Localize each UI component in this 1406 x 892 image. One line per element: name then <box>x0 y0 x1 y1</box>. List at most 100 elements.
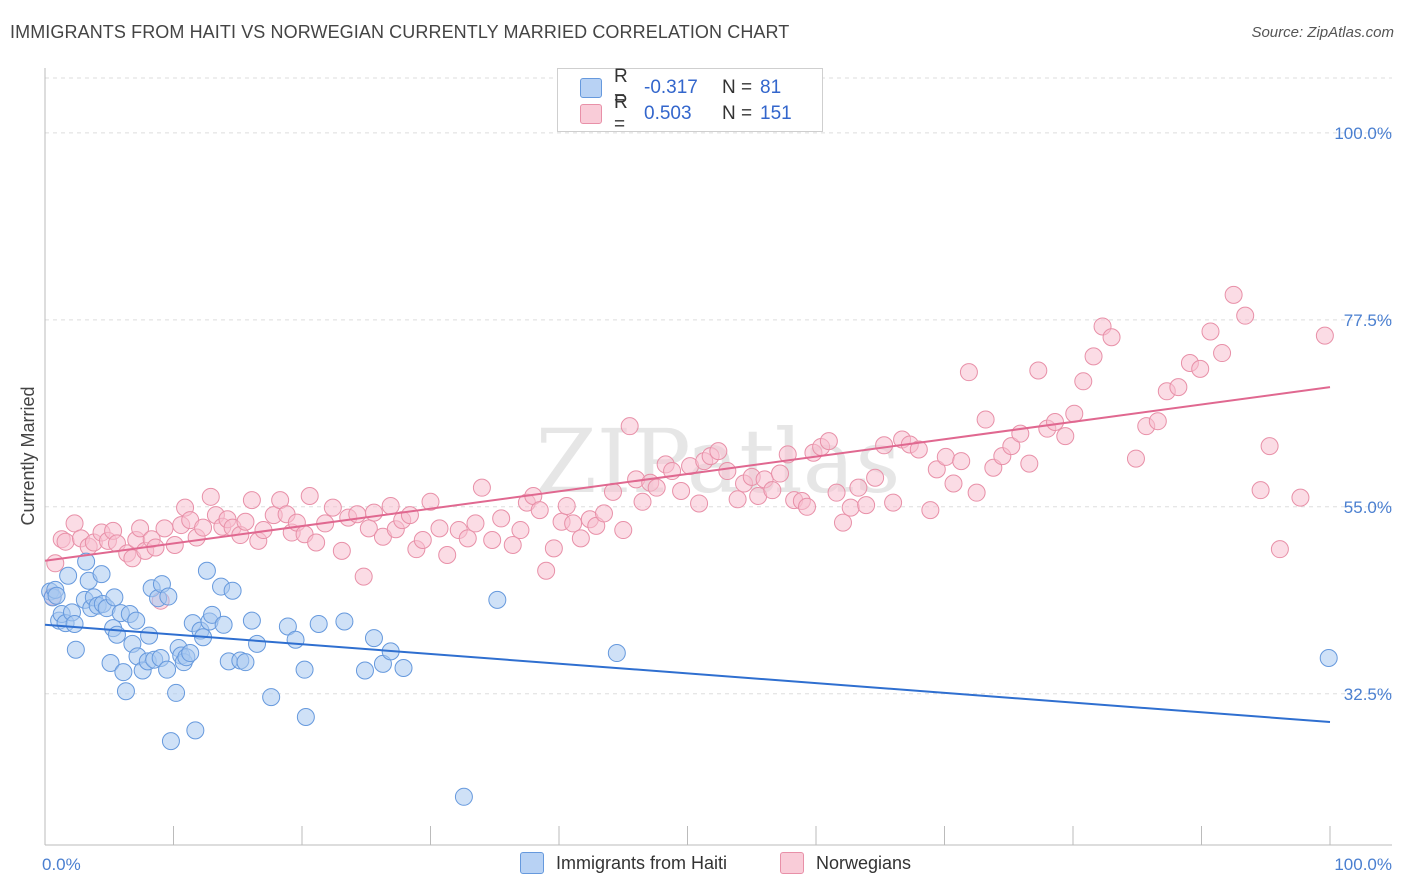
y-tick-label: 32.5% <box>1344 685 1392 704</box>
chart-title: IMMIGRANTS FROM HAITI VS NORWEGIAN CURRE… <box>10 22 790 42</box>
haiti-point <box>454 787 473 806</box>
norwegians-point <box>647 478 666 497</box>
legend-n-label: N = <box>722 103 753 124</box>
norwegians-point <box>300 486 319 505</box>
stats-legend: R = -0.317 N = 81 R = 0.503 N = 151 <box>557 66 823 135</box>
norwegians-point <box>354 567 373 586</box>
norwegians-points <box>43 285 1334 610</box>
haiti-point <box>607 644 626 663</box>
legend-r-label: R = <box>614 92 628 135</box>
legend-swatch-norwegians <box>580 104 602 124</box>
norwegians-point <box>827 483 846 502</box>
norwegians-point <box>1169 378 1188 397</box>
haiti-point <box>47 586 66 605</box>
haiti-point <box>278 617 297 636</box>
norwegians-point <box>236 512 255 531</box>
norwegians-point <box>381 496 400 515</box>
norwegians-point <box>1126 449 1145 468</box>
haiti-point <box>295 660 314 679</box>
x-tick-label: 100.0% <box>1334 855 1392 874</box>
norwegians-point <box>614 521 633 540</box>
norwegians-point <box>798 497 817 516</box>
norwegians-point <box>466 514 485 533</box>
norwegians-point <box>511 521 530 540</box>
y-axis-label: Currently Married <box>18 386 38 525</box>
series-legend-haiti[interactable]: Immigrants from Haiti <box>520 852 727 874</box>
legend-n-label: N = <box>722 77 753 98</box>
haiti-point <box>309 614 328 633</box>
haiti-point <box>66 640 85 659</box>
haiti-point <box>355 661 374 680</box>
norwegians-point <box>1260 437 1279 456</box>
source-label: Source: ZipAtlas.com <box>1251 24 1394 41</box>
legend-n-value: 151 <box>760 103 792 124</box>
haiti-point <box>101 654 120 673</box>
haiti-points <box>41 552 1338 806</box>
norwegians-point <box>728 490 747 509</box>
norwegians-point <box>1102 328 1121 347</box>
norwegians-point <box>413 531 432 550</box>
y-tick-label: 55.0% <box>1344 498 1392 517</box>
haiti-point <box>186 721 205 740</box>
haiti-point <box>248 634 267 653</box>
norwegians-point <box>884 493 903 512</box>
norwegians-point <box>944 474 963 493</box>
norwegians-point <box>819 432 838 451</box>
norwegians-point <box>633 492 652 511</box>
norwegians-point <box>557 496 576 515</box>
norwegians-point <box>458 529 477 548</box>
norwegians-trend-line <box>44 386 1331 562</box>
haiti-point <box>114 663 133 682</box>
legend-swatch-haiti <box>520 852 544 874</box>
norwegians-point <box>1270 540 1289 559</box>
legend-row-norwegians: R = 0.503 N = 151 <box>580 92 792 135</box>
haiti-point <box>223 581 242 600</box>
norwegians-point <box>967 483 986 502</box>
grid-lines <box>45 77 1392 695</box>
x-tick-label: 0.0% <box>42 855 81 874</box>
norwegians-point <box>1315 326 1334 345</box>
haiti-point <box>59 566 78 585</box>
watermark: ZIPatlas <box>536 410 901 513</box>
norwegians-point <box>875 436 894 455</box>
legend-n-value: 81 <box>760 77 782 98</box>
norwegians-point <box>1029 361 1048 380</box>
y-tick-label: 77.5% <box>1344 311 1392 330</box>
norwegians-point <box>771 464 790 483</box>
norwegians-point <box>544 539 563 558</box>
norwegians-point <box>492 509 511 528</box>
tick-labels: 32.5% 55.0% 77.5% 100.0% 0.0% 100.0% <box>42 124 1392 874</box>
norwegians-point <box>483 531 502 550</box>
norwegians-point <box>927 460 946 479</box>
norwegians-point <box>1201 322 1220 341</box>
norwegians-point <box>866 468 885 487</box>
norwegians-point <box>849 478 868 497</box>
haiti-point <box>92 565 111 584</box>
series-legend-norwegians[interactable]: Norwegians <box>780 852 911 874</box>
trend-lines <box>44 386 1331 724</box>
legend-row-haiti: R = -0.317 N = 81 <box>580 66 782 109</box>
haiti-point <box>159 587 178 606</box>
norwegians-point <box>1224 285 1243 304</box>
norwegians-point <box>1046 413 1065 432</box>
norwegians-point <box>690 494 709 513</box>
haiti-point <box>364 629 383 648</box>
norwegians-point <box>1251 481 1270 500</box>
norwegians-point <box>672 482 691 500</box>
norwegians-point <box>620 417 639 436</box>
haiti-point <box>242 611 261 630</box>
legend-r-value: 0.503 <box>644 103 692 124</box>
norwegians-point <box>778 445 797 464</box>
norwegians-point <box>155 519 174 538</box>
norwegians-point <box>56 532 75 551</box>
axes <box>44 68 1392 846</box>
norwegians-point <box>537 561 556 580</box>
norwegians-point <box>307 533 326 552</box>
y-tick-label: 100.0% <box>1334 124 1392 143</box>
norwegians-point <box>1020 454 1039 473</box>
norwegians-point <box>976 410 995 429</box>
norwegians-point <box>1236 306 1255 325</box>
legend-r-label: R = <box>614 66 628 109</box>
haiti-point <box>158 660 177 679</box>
